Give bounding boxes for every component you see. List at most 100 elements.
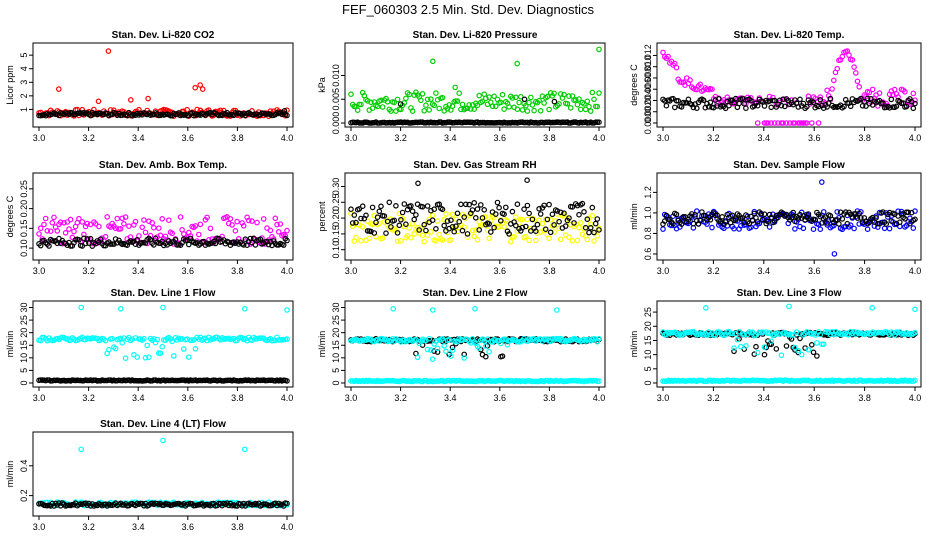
- data-point: [497, 99, 504, 106]
- data-point: [381, 213, 388, 219]
- data-point: [436, 105, 443, 112]
- y-tick-label: 0.20: [19, 200, 29, 218]
- data-point: [439, 94, 446, 101]
- data-point: [709, 224, 715, 231]
- data-point: [586, 229, 592, 236]
- x-tick-label: 3.6: [808, 133, 821, 143]
- data-point: [537, 108, 544, 114]
- chart-title: Stan. Dev. Line 1 Flow: [111, 288, 216, 299]
- x-tick-label: 3.6: [494, 393, 507, 403]
- data-point: [507, 238, 514, 245]
- data-point: [817, 97, 824, 103]
- data-point: [876, 220, 883, 227]
- x-tick-label: 3.8: [858, 266, 871, 276]
- data-point: [424, 96, 431, 103]
- data-point: [864, 95, 871, 102]
- data-point: [471, 106, 478, 113]
- data-point: [781, 103, 788, 110]
- data-point: [423, 227, 429, 234]
- data-point: [536, 97, 542, 104]
- series-primary: [660, 179, 918, 257]
- data-point: [582, 106, 589, 113]
- data-point: [448, 217, 454, 224]
- data-point: [476, 92, 483, 99]
- data-point: [591, 96, 597, 103]
- data-point: [388, 108, 394, 114]
- data-point: [132, 218, 139, 225]
- data-point: [76, 237, 82, 243]
- data-point: [482, 343, 489, 349]
- data-point: [388, 224, 394, 230]
- data-point: [134, 354, 141, 360]
- data-point: [589, 204, 596, 211]
- data-point: [688, 211, 695, 217]
- data-point: [379, 235, 386, 241]
- data-point: [428, 347, 434, 354]
- data-point: [536, 206, 542, 212]
- data-point: [910, 225, 917, 231]
- data-point: [803, 103, 810, 110]
- data-point: [512, 94, 519, 101]
- data-point: [539, 220, 546, 227]
- data-point: [566, 215, 572, 221]
- data-point: [743, 212, 749, 218]
- y-tick-label: 0.10: [331, 241, 341, 259]
- data-point: [854, 215, 861, 221]
- data-point: [741, 219, 748, 226]
- x-tick-label: 3.2: [82, 393, 95, 403]
- data-point: [348, 206, 354, 213]
- data-point: [527, 225, 534, 232]
- data-point: [415, 180, 421, 187]
- data-point: [284, 307, 290, 313]
- plot-frame: [344, 300, 606, 388]
- data-point: [66, 226, 72, 232]
- data-point: [596, 46, 602, 53]
- data-point: [358, 215, 364, 222]
- chart-title: Stan. Dev. Li-820 CO2: [112, 30, 215, 41]
- data-point: [663, 102, 670, 109]
- data-point: [541, 202, 547, 209]
- data-point: [496, 223, 502, 230]
- y-tick-label: 1.0: [643, 207, 653, 220]
- y-tick-label: 0.010: [643, 55, 653, 78]
- data-point: [499, 91, 506, 98]
- data-point: [812, 332, 819, 338]
- data-point: [429, 58, 436, 65]
- data-point: [424, 203, 431, 209]
- data-point: [456, 90, 463, 97]
- data-point: [890, 92, 896, 98]
- data-point: [181, 346, 187, 352]
- data-point: [778, 352, 785, 359]
- data-point: [895, 94, 901, 100]
- y-tick-label: 4: [19, 66, 29, 71]
- data-point: [419, 91, 426, 97]
- data-point: [454, 210, 461, 217]
- data-point: [768, 214, 775, 221]
- data-point: [808, 120, 815, 126]
- y-tick-label: 15: [19, 340, 29, 350]
- x-tick-label: 3.4: [132, 266, 145, 276]
- data-point: [469, 227, 476, 234]
- data-point: [753, 332, 759, 338]
- data-point: [383, 230, 389, 237]
- data-point: [910, 105, 917, 112]
- data-point: [421, 238, 428, 245]
- data-point: [371, 230, 378, 236]
- data-point: [492, 211, 499, 217]
- data-point: [368, 99, 374, 106]
- data-point: [522, 223, 529, 230]
- data-point: [509, 95, 516, 101]
- data-point: [453, 223, 459, 230]
- data-point: [576, 96, 582, 102]
- data-point: [792, 344, 798, 351]
- data-point: [854, 78, 861, 85]
- data-point: [104, 214, 111, 220]
- data-point: [157, 232, 164, 239]
- x-tick-label: 4.0: [593, 133, 606, 143]
- data-point: [275, 229, 282, 235]
- y-tick-label: 0.008: [643, 67, 653, 90]
- data-point: [589, 212, 596, 219]
- chart-title: Stan. Dev. Li-820 Pressure: [413, 30, 538, 41]
- data-point: [84, 220, 91, 227]
- data-point: [232, 228, 239, 234]
